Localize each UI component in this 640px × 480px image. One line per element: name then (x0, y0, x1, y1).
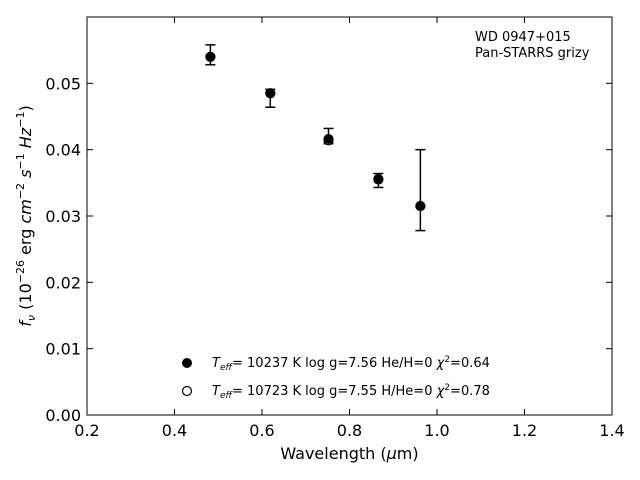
x-tick-label: 1.2 (512, 421, 537, 440)
x-ticks: 0.2 0.4 0.6 0.8 1.0 1.2 1.4 (74, 17, 625, 440)
data-points (205, 51, 426, 212)
x-tick-label: 0.8 (337, 421, 362, 440)
y-tick-label: 0.03 (45, 207, 81, 226)
y-tick-label: 0.01 (45, 340, 81, 359)
y-axis-label: fν (10−26 erg cm−2 s−1 Hz−1) (14, 105, 38, 326)
data-point (373, 173, 384, 184)
plot-area (86, 16, 613, 416)
data-point (265, 88, 276, 99)
y-tick-label: 0.02 (45, 273, 81, 292)
x-tick-label: 0.2 (74, 421, 99, 440)
x-tick-label: 1.0 (424, 421, 449, 440)
legend: Teff= 10237 K log g=7.56 He/H=0 χ2=0.64 … (181, 355, 490, 401)
annotation-survey: Pan-STARRS grizy (475, 46, 590, 61)
y-tick-label: 0.00 (45, 406, 81, 425)
y-tick-label: 0.04 (45, 141, 81, 160)
legend-marker-filled (182, 358, 192, 368)
y-tick-label: 0.05 (45, 74, 81, 93)
legend-entry-2: Teff= 10723 K log g=7.55 H/He=0 χ2=0.78 (212, 383, 490, 401)
data-point (205, 51, 216, 62)
annotation-object: WD 0947+015 (475, 30, 571, 45)
y-ticks: 0.00 0.01 0.02 0.03 0.04 0.05 (45, 74, 612, 425)
x-axis-label: Wavelength (μm) (280, 444, 418, 463)
data-point (415, 201, 426, 212)
x-tick-label: 0.4 (162, 421, 187, 440)
legend-entry-1: Teff= 10237 K log g=7.56 He/H=0 χ2=0.64 (212, 355, 490, 373)
error-bar (415, 148, 426, 232)
legend-marker-open (181, 385, 193, 397)
x-tick-label: 1.4 (599, 421, 624, 440)
data-point (323, 134, 334, 145)
x-tick-label: 0.6 (249, 421, 274, 440)
